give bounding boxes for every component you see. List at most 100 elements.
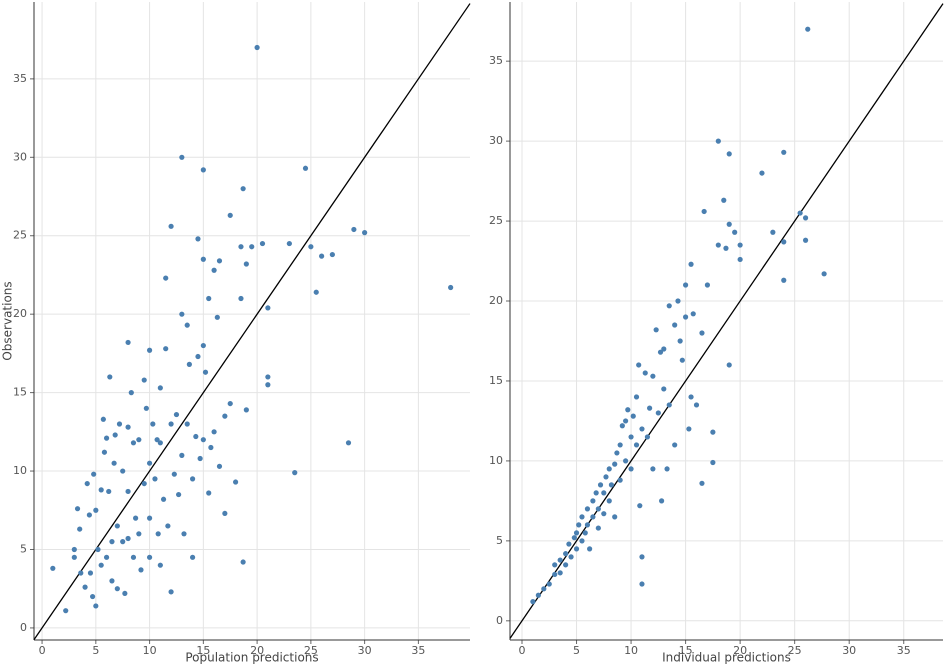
point: [623, 458, 629, 464]
point: [723, 245, 729, 251]
x-axis-title: Population predictions: [185, 651, 318, 664]
point: [101, 449, 108, 455]
x-tick-label: 15: [679, 644, 693, 657]
point: [568, 554, 574, 560]
identity-line: [33, 3, 471, 641]
point: [103, 435, 110, 441]
point: [802, 237, 809, 243]
point: [240, 559, 246, 565]
point: [93, 507, 99, 513]
point: [265, 374, 271, 380]
x-tick-label: 25: [788, 644, 802, 657]
point: [112, 432, 118, 438]
y-tick-label: 10: [489, 454, 503, 467]
point: [563, 562, 569, 568]
point: [109, 539, 115, 545]
point: [617, 442, 623, 448]
point: [138, 567, 144, 573]
point: [612, 461, 618, 467]
point: [130, 554, 137, 560]
point: [222, 413, 228, 419]
x-tick-label: 5: [92, 644, 99, 657]
point: [208, 444, 214, 451]
point: [292, 470, 298, 476]
point: [222, 510, 228, 517]
point: [179, 311, 185, 317]
point: [200, 256, 206, 262]
point: [179, 154, 185, 160]
point: [78, 570, 84, 576]
point: [682, 314, 689, 320]
point: [157, 385, 163, 391]
point: [308, 244, 314, 250]
point: [576, 522, 582, 528]
point: [128, 390, 134, 396]
x-tick-label: 25: [304, 644, 318, 657]
point: [111, 460, 117, 466]
point: [243, 407, 249, 413]
point: [636, 362, 642, 368]
point: [125, 339, 131, 346]
point: [770, 229, 776, 235]
point: [657, 349, 664, 355]
point: [715, 242, 721, 248]
y-tick-label: 30: [489, 134, 503, 147]
y-tick-label: 5: [20, 542, 27, 555]
point: [249, 244, 255, 250]
point: [672, 442, 678, 448]
x-tick-label: 0: [39, 644, 46, 657]
point: [197, 455, 203, 462]
point: [781, 239, 787, 245]
point: [557, 557, 563, 563]
point: [666, 402, 672, 408]
point: [259, 240, 266, 247]
point: [155, 531, 161, 537]
point: [614, 450, 620, 456]
point: [601, 511, 607, 517]
point: [726, 362, 732, 368]
point: [805, 26, 811, 32]
point: [608, 482, 615, 488]
point: [238, 244, 244, 250]
x-tick-label: 10: [624, 644, 638, 657]
point: [345, 440, 352, 446]
point: [146, 347, 153, 353]
point: [176, 491, 182, 498]
point: [329, 251, 335, 258]
point: [100, 416, 106, 422]
point: [214, 314, 220, 320]
point: [650, 373, 656, 379]
point: [530, 599, 536, 605]
point: [216, 463, 223, 469]
point: [114, 523, 120, 529]
point: [141, 377, 147, 383]
point: [821, 271, 827, 277]
point: [93, 603, 99, 609]
point: [211, 429, 217, 435]
point: [103, 554, 110, 560]
point: [557, 570, 563, 576]
point: [710, 429, 716, 435]
point: [590, 498, 596, 504]
point: [563, 551, 569, 557]
x-axis-title: Individual predictions: [662, 651, 791, 664]
point: [546, 581, 552, 587]
y-tick-label: 10: [13, 464, 27, 477]
point: [163, 275, 169, 281]
point: [84, 480, 90, 487]
point: [701, 208, 707, 215]
point: [573, 546, 580, 552]
point: [243, 261, 249, 267]
point: [173, 411, 180, 418]
point: [82, 584, 88, 590]
point: [200, 167, 206, 173]
point: [628, 434, 634, 440]
x-tick-label: 15: [196, 644, 210, 657]
point: [195, 236, 201, 242]
point: [189, 554, 196, 560]
point: [98, 487, 104, 493]
x-tick-label: 0: [518, 644, 525, 657]
point: [50, 565, 56, 571]
point: [168, 421, 174, 427]
point: [619, 423, 625, 429]
